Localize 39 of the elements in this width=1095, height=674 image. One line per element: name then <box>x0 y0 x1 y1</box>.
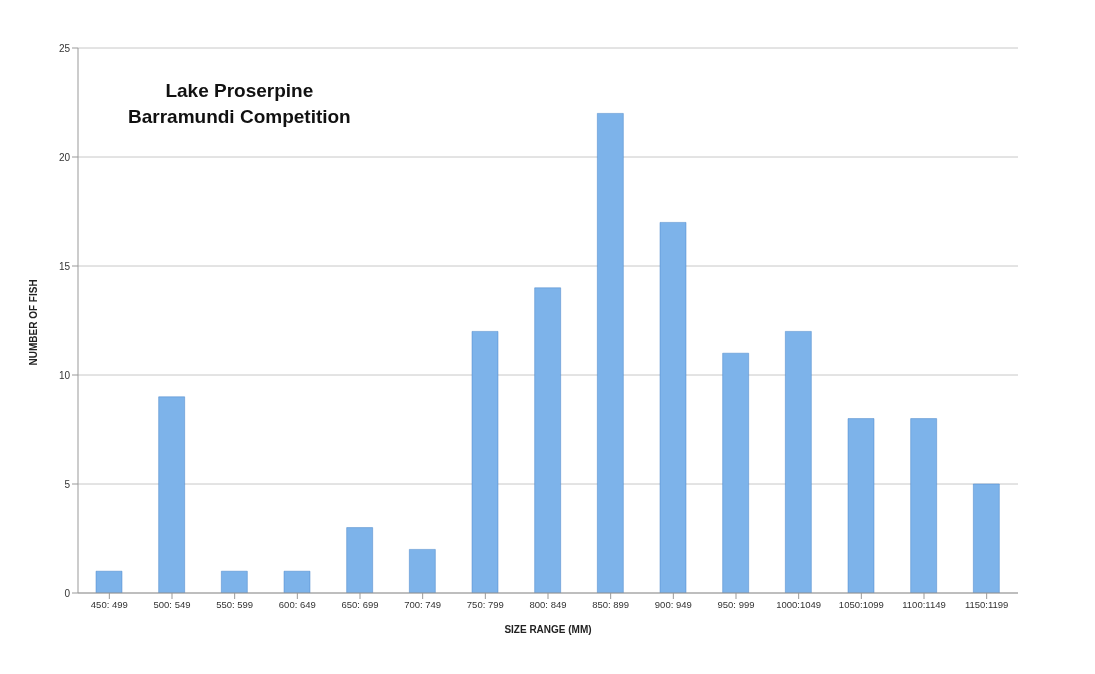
text: Lake Proserpine Barramundi Competition <box>128 79 351 129</box>
bar <box>471 331 499 593</box>
x-tick-label: 500: 549 <box>153 598 191 610</box>
bar <box>283 570 311 593</box>
x-tick-label: 750: 799 <box>466 598 504 610</box>
x-axis-title: SIZE RANGE (MM) <box>504 624 592 635</box>
x-tick-label: 550: 599 <box>216 598 254 610</box>
x-tick-label: 650: 699 <box>341 598 379 610</box>
y-tick-label: 20 <box>58 151 71 163</box>
bar <box>95 570 123 593</box>
bar <box>659 222 687 593</box>
x-tick-label: 450: 499 <box>90 598 128 610</box>
bar <box>847 418 875 593</box>
bar <box>910 418 937 593</box>
y-tick-label: 15 <box>58 260 71 272</box>
x-tick-label: 700: 749 <box>404 598 442 610</box>
y-tick-label: 25 <box>58 42 71 54</box>
bar <box>534 287 561 593</box>
y-axis-title: NUMBER OF FISH <box>27 279 39 366</box>
x-tick-label: 600: 649 <box>278 598 316 610</box>
bar <box>346 527 373 593</box>
y-tick-label: 5 <box>64 478 71 490</box>
bar <box>973 483 1000 593</box>
bar <box>597 113 624 593</box>
x-tick-label: 900: 949 <box>654 598 692 610</box>
bar <box>722 352 749 593</box>
bar <box>409 549 436 593</box>
y-tick-label: 0 <box>64 587 71 599</box>
y-tick-label: 10 <box>58 369 71 381</box>
x-tick-label: 1150:1199 <box>964 598 1009 610</box>
bar <box>785 331 812 593</box>
bar <box>158 396 185 593</box>
x-tick-label: 800: 849 <box>529 598 567 610</box>
x-tick-label: 950: 999 <box>717 598 755 610</box>
x-tick-label: 1000:1049 <box>776 598 822 610</box>
bar <box>221 570 248 593</box>
x-tick-label: 1050:1099 <box>838 598 884 610</box>
x-tick-label: 1100:1149 <box>902 598 946 610</box>
x-tick-label: 850: 899 <box>592 598 630 610</box>
